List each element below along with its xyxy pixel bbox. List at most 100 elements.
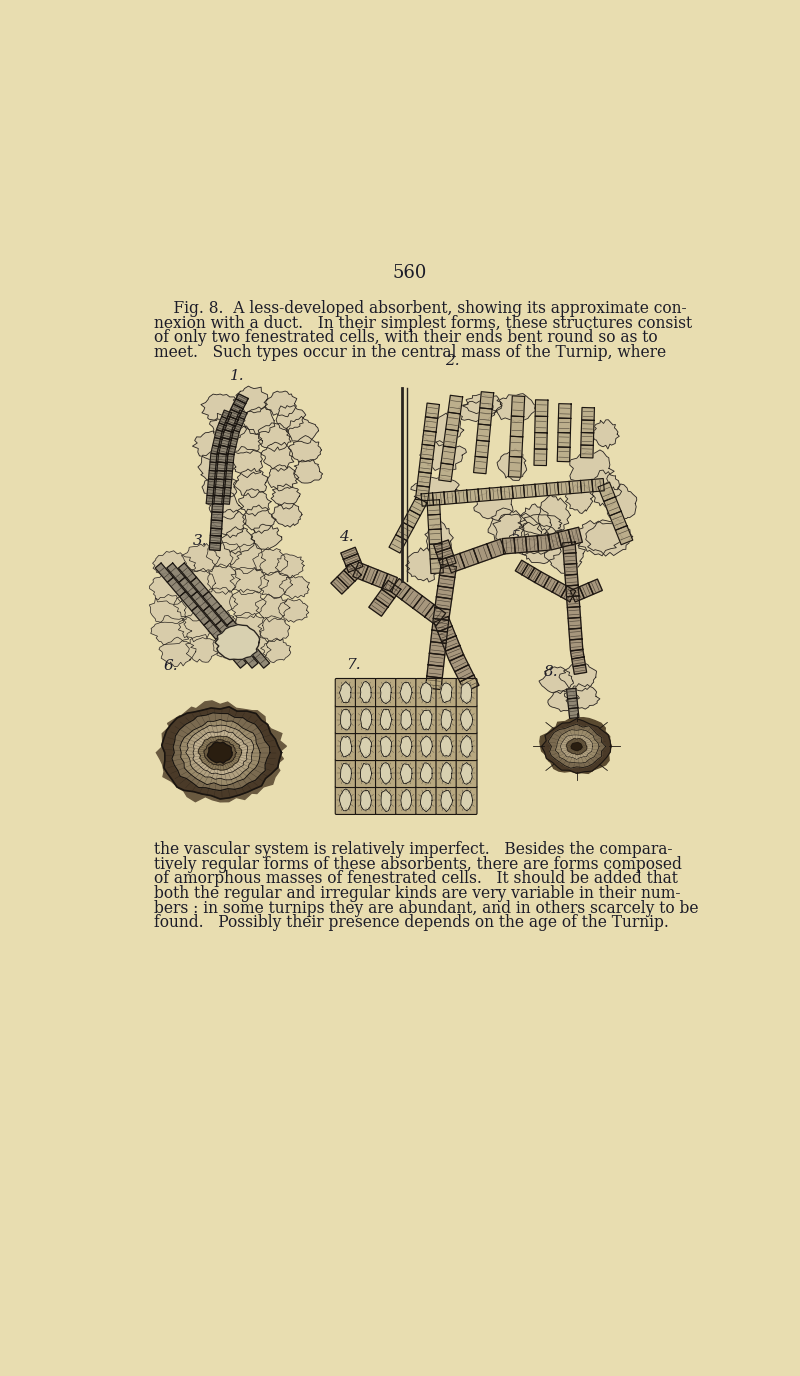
Polygon shape xyxy=(230,612,264,638)
Polygon shape xyxy=(562,542,576,553)
Polygon shape xyxy=(477,424,490,442)
Polygon shape xyxy=(202,592,221,611)
FancyBboxPatch shape xyxy=(416,760,437,787)
Polygon shape xyxy=(228,438,238,447)
Polygon shape xyxy=(570,638,583,651)
Polygon shape xyxy=(230,544,266,574)
Polygon shape xyxy=(258,422,291,451)
Polygon shape xyxy=(548,533,562,550)
Polygon shape xyxy=(568,618,582,629)
Polygon shape xyxy=(213,633,241,658)
Polygon shape xyxy=(522,564,534,578)
Polygon shape xyxy=(424,417,438,432)
Polygon shape xyxy=(206,541,242,567)
Polygon shape xyxy=(568,698,578,709)
Polygon shape xyxy=(228,634,246,654)
Polygon shape xyxy=(480,392,494,409)
Polygon shape xyxy=(339,788,351,810)
Polygon shape xyxy=(222,487,231,497)
FancyBboxPatch shape xyxy=(436,678,457,707)
Polygon shape xyxy=(509,457,522,477)
Polygon shape xyxy=(223,479,232,488)
Polygon shape xyxy=(586,520,633,556)
Polygon shape xyxy=(521,535,562,564)
Polygon shape xyxy=(179,578,197,597)
Polygon shape xyxy=(266,391,297,417)
Polygon shape xyxy=(430,544,442,559)
Polygon shape xyxy=(534,432,547,449)
Polygon shape xyxy=(172,713,270,791)
Polygon shape xyxy=(198,736,242,771)
Polygon shape xyxy=(438,626,456,641)
Polygon shape xyxy=(227,621,246,640)
Polygon shape xyxy=(441,736,452,757)
Polygon shape xyxy=(343,553,360,566)
Polygon shape xyxy=(202,472,237,501)
FancyBboxPatch shape xyxy=(355,706,376,733)
Polygon shape xyxy=(286,417,318,443)
Polygon shape xyxy=(566,484,594,513)
Polygon shape xyxy=(558,403,571,418)
Polygon shape xyxy=(271,484,300,509)
Polygon shape xyxy=(156,700,286,802)
Polygon shape xyxy=(538,535,550,550)
FancyBboxPatch shape xyxy=(436,760,457,787)
Polygon shape xyxy=(458,400,497,421)
Polygon shape xyxy=(258,571,293,599)
Polygon shape xyxy=(190,578,209,597)
Polygon shape xyxy=(446,645,464,660)
Polygon shape xyxy=(442,636,460,651)
Polygon shape xyxy=(581,479,593,493)
Polygon shape xyxy=(581,444,594,458)
FancyBboxPatch shape xyxy=(335,760,356,787)
Polygon shape xyxy=(232,422,242,432)
Polygon shape xyxy=(214,471,226,480)
Polygon shape xyxy=(216,453,228,462)
Polygon shape xyxy=(415,486,430,501)
Polygon shape xyxy=(421,493,434,506)
Polygon shape xyxy=(211,520,222,528)
FancyBboxPatch shape xyxy=(396,732,417,761)
Polygon shape xyxy=(510,416,524,436)
Polygon shape xyxy=(219,417,229,425)
Polygon shape xyxy=(224,471,233,480)
Polygon shape xyxy=(380,762,391,784)
Polygon shape xyxy=(236,634,271,662)
Polygon shape xyxy=(222,410,231,420)
FancyBboxPatch shape xyxy=(335,786,356,815)
Polygon shape xyxy=(214,479,226,488)
Polygon shape xyxy=(493,513,542,549)
Polygon shape xyxy=(276,406,306,432)
Polygon shape xyxy=(251,649,270,669)
Polygon shape xyxy=(548,724,606,768)
Polygon shape xyxy=(455,490,468,504)
Polygon shape xyxy=(526,535,538,552)
Polygon shape xyxy=(230,589,266,618)
Polygon shape xyxy=(582,407,594,421)
Polygon shape xyxy=(427,665,443,678)
Polygon shape xyxy=(558,447,570,462)
Polygon shape xyxy=(510,436,522,457)
Polygon shape xyxy=(518,515,562,535)
Polygon shape xyxy=(497,394,536,422)
Polygon shape xyxy=(230,567,269,594)
Polygon shape xyxy=(261,442,294,472)
Polygon shape xyxy=(207,487,215,497)
Polygon shape xyxy=(406,548,442,582)
Polygon shape xyxy=(361,764,372,783)
Polygon shape xyxy=(570,586,584,601)
Polygon shape xyxy=(174,590,210,621)
FancyBboxPatch shape xyxy=(416,732,437,761)
Polygon shape xyxy=(573,665,586,674)
Polygon shape xyxy=(593,420,619,449)
Polygon shape xyxy=(535,571,550,588)
Polygon shape xyxy=(592,479,604,491)
Polygon shape xyxy=(430,630,447,644)
Polygon shape xyxy=(444,491,456,504)
Polygon shape xyxy=(441,446,456,465)
Polygon shape xyxy=(178,563,197,582)
FancyBboxPatch shape xyxy=(355,760,376,787)
Polygon shape xyxy=(561,586,576,601)
Polygon shape xyxy=(441,790,453,812)
Polygon shape xyxy=(186,725,254,780)
